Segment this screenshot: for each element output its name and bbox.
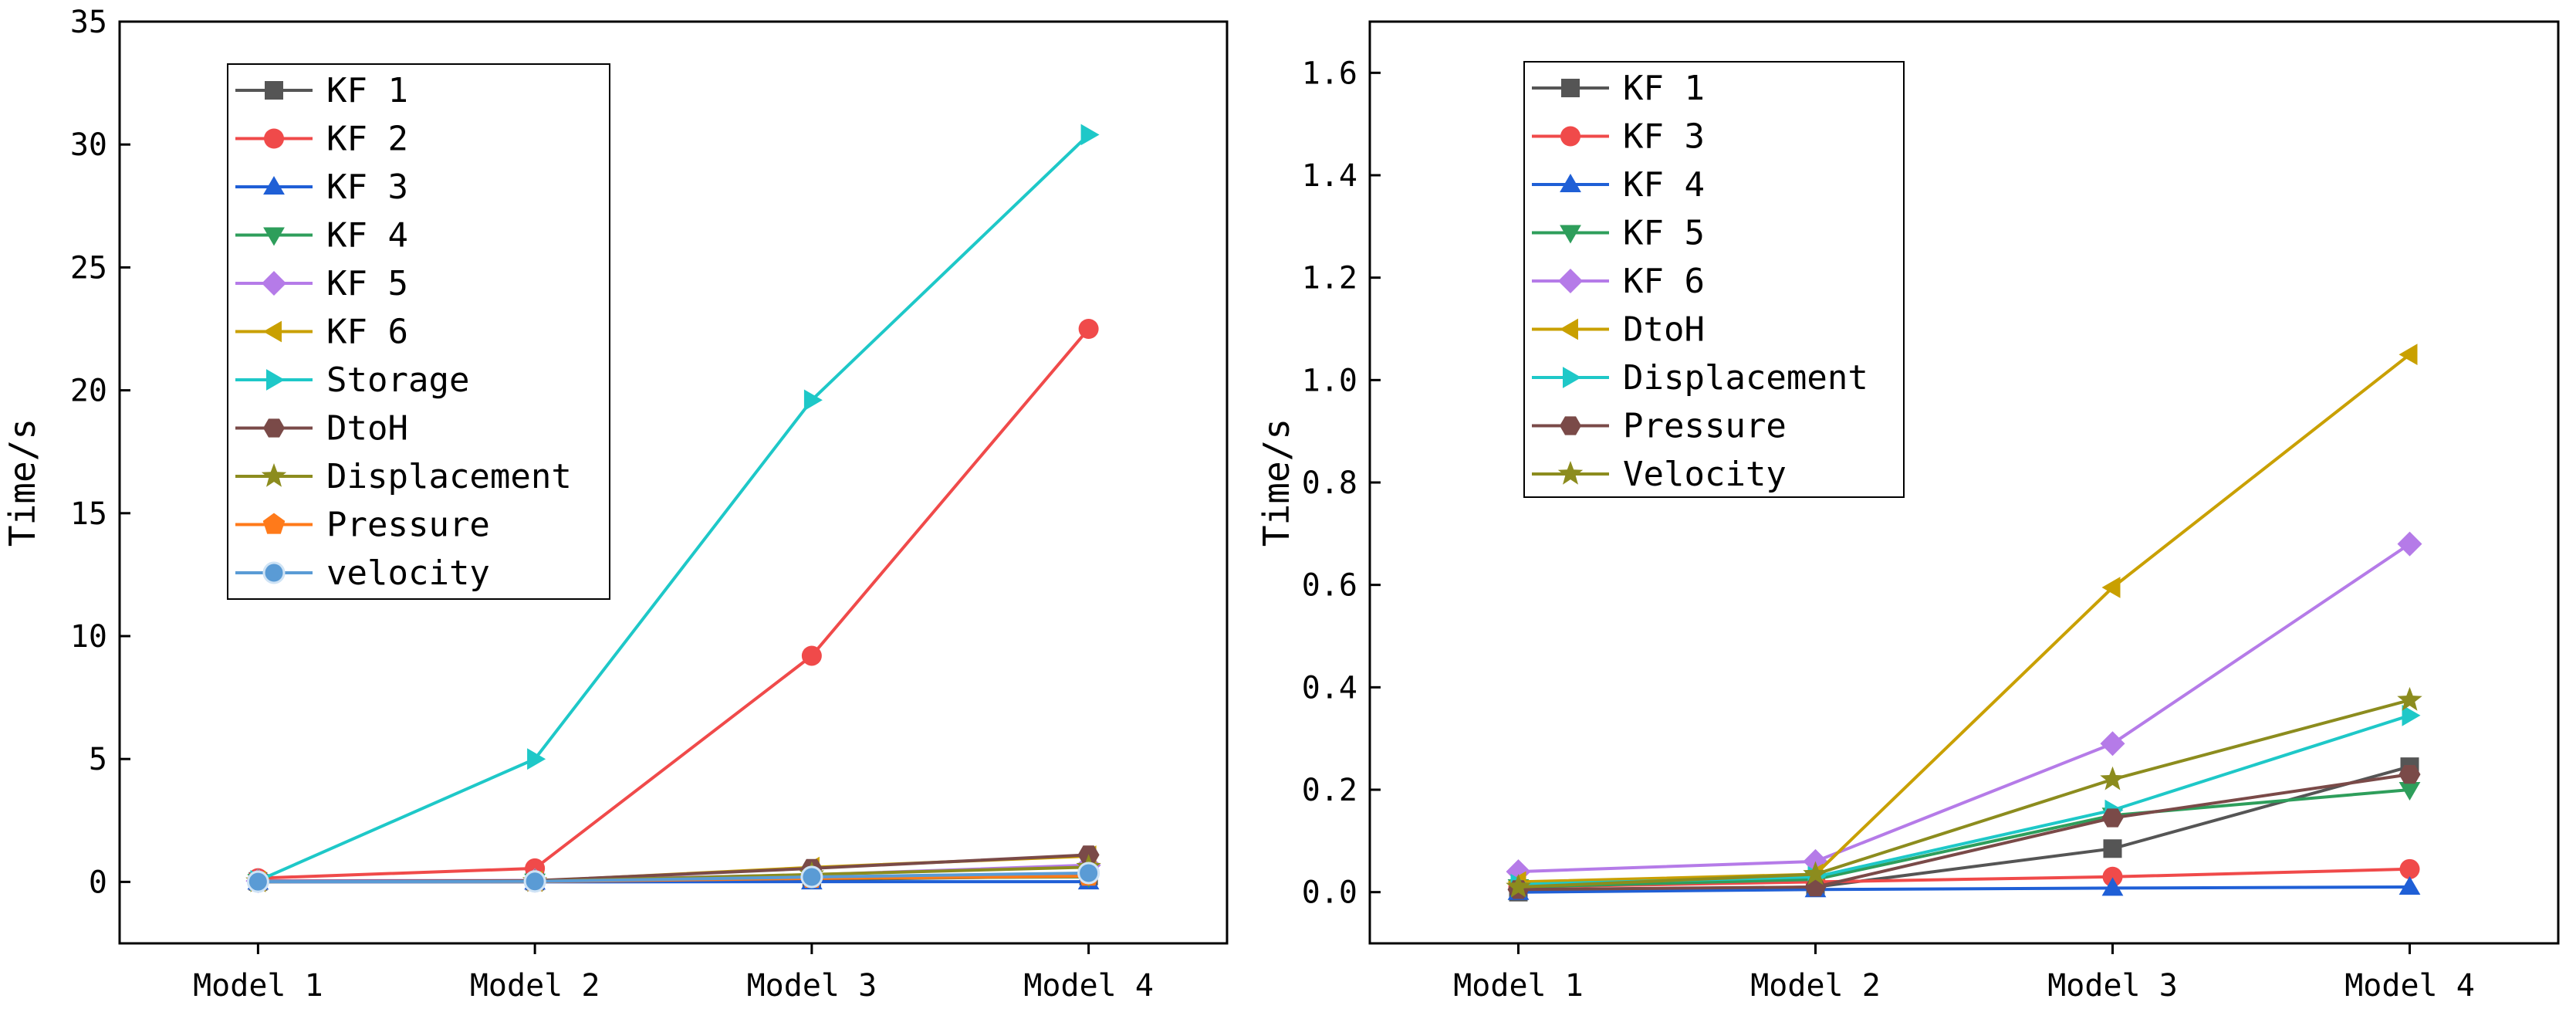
data-point bbox=[527, 748, 546, 770]
legend-label: KF 6 bbox=[1623, 262, 1705, 301]
legend-label: KF 5 bbox=[1623, 214, 1705, 253]
x-tick-label: Model 4 bbox=[1023, 968, 1154, 1004]
y-tick-label: 1.4 bbox=[1302, 158, 1357, 194]
chart-panel-1: 0 5 10 15 20 25 30 35 Model 1 Model 2 Model 3 Model… bbox=[2, 5, 1227, 1004]
y-axis-label: Time/s bbox=[2, 418, 43, 547]
legend-label: KF 5 bbox=[326, 264, 408, 303]
data-point bbox=[2100, 767, 2125, 790]
legend-label: Pressure bbox=[326, 506, 490, 545]
y-tick-label: 1.0 bbox=[1302, 363, 1357, 398]
x-tick-label: Model 3 bbox=[2047, 968, 2178, 1004]
data-point bbox=[2399, 876, 2421, 895]
data-point bbox=[2104, 839, 2122, 858]
data-point bbox=[1079, 319, 1099, 339]
y-tick-label: 1.6 bbox=[1302, 56, 1357, 91]
y-tick-label: 15 bbox=[70, 496, 107, 532]
legend-label: Pressure bbox=[1623, 407, 1787, 446]
legend-label: KF 3 bbox=[1623, 117, 1705, 157]
legend-label: Velocity bbox=[1623, 455, 1787, 494]
x-tick-label: Model 4 bbox=[2344, 968, 2475, 1004]
y-tick-label: 0.2 bbox=[1302, 773, 1357, 808]
legend-marker bbox=[1560, 127, 1580, 147]
chart-panel-2: 0.0 0.2 0.4 0.6 0.8 1.0 1.2 1.4 1.6 Model 1 Model … bbox=[1256, 22, 2558, 1004]
legend-label: Displacement bbox=[1623, 358, 1868, 398]
y-tick-label: 0 bbox=[89, 865, 107, 900]
x-tick-label: Model 1 bbox=[1453, 968, 1584, 1004]
legend-label: DtoH bbox=[1623, 310, 1705, 350]
legend-label: KF 4 bbox=[1623, 165, 1705, 205]
y-tick-label: 0.0 bbox=[1302, 875, 1357, 911]
y-axis-label: Time/s bbox=[1256, 418, 1297, 547]
y-tick-label: 0.4 bbox=[1302, 670, 1357, 706]
y-tick-label: 0.6 bbox=[1302, 568, 1357, 604]
y-tick-label: 35 bbox=[70, 5, 107, 40]
y-tick-label: 30 bbox=[70, 127, 107, 163]
legend-marker bbox=[265, 81, 283, 100]
legend-label: velocity bbox=[326, 554, 490, 593]
legend-label: KF 6 bbox=[326, 313, 408, 352]
data-point bbox=[1081, 124, 1100, 146]
y-tick-label: 5 bbox=[89, 742, 107, 777]
legend-label: KF 2 bbox=[326, 120, 408, 159]
legend-label: KF 1 bbox=[326, 71, 408, 110]
legend-marker bbox=[264, 563, 284, 583]
y-tick-label: 10 bbox=[70, 619, 107, 655]
x-tick-label: Model 3 bbox=[747, 968, 877, 1004]
data-point bbox=[2398, 532, 2422, 557]
data-point bbox=[2397, 687, 2422, 711]
legend-label: KF 3 bbox=[326, 168, 408, 207]
legend-label: DtoH bbox=[326, 409, 408, 449]
legend: KF 1 KF 3 KF 4 KF 5 KF 6 DtoH Displacement Pres… bbox=[1524, 62, 1904, 497]
data-point bbox=[802, 867, 822, 887]
data-point bbox=[248, 872, 268, 892]
legend-marker bbox=[264, 129, 284, 149]
data-point bbox=[525, 872, 545, 892]
data-point bbox=[2101, 731, 2125, 756]
y-tick-label: 0.8 bbox=[1302, 465, 1357, 501]
series-line bbox=[1519, 544, 2410, 872]
y-tick-label: 25 bbox=[70, 250, 107, 286]
x-tick-label: Model 2 bbox=[1750, 968, 1881, 1004]
legend-label: Displacement bbox=[326, 457, 572, 496]
legend-label: KF 1 bbox=[1623, 69, 1705, 108]
y-tick-label: 1.2 bbox=[1302, 261, 1357, 296]
legend: KF 1 KF 2 KF 3 KF 4 KF 5 KF 6 Storage DtoH Displ… bbox=[228, 64, 610, 599]
data-point bbox=[1079, 863, 1099, 883]
y-tick-label: 20 bbox=[70, 374, 107, 409]
data-point bbox=[802, 645, 822, 665]
legend-label: Storage bbox=[326, 361, 469, 400]
series-kf-6 bbox=[1506, 532, 2422, 885]
x-tick-label: Model 2 bbox=[470, 968, 600, 1004]
legend-marker bbox=[1561, 79, 1580, 97]
x-tick-label: Model 1 bbox=[193, 968, 323, 1004]
data-point bbox=[2400, 859, 2420, 879]
legend-label: KF 4 bbox=[326, 216, 408, 256]
